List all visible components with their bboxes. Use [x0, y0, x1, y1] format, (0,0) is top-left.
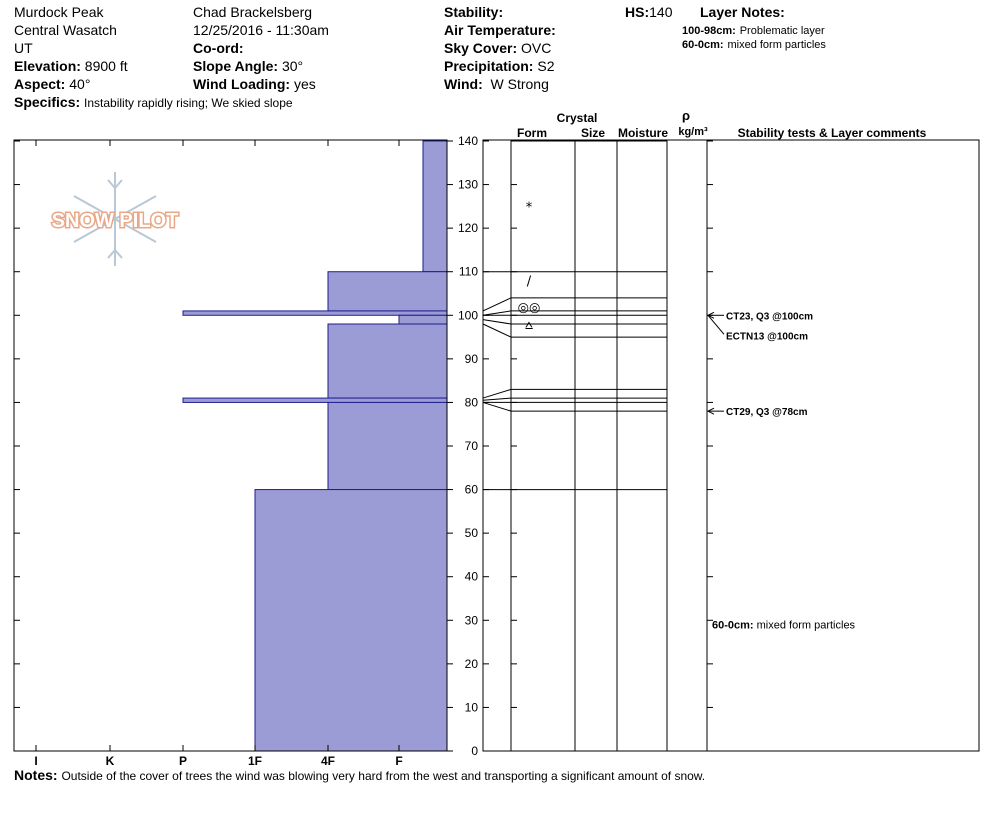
wind-loading-row: Wind Loading: yes: [193, 76, 316, 92]
aspect-row: Aspect: 40°: [14, 76, 91, 92]
notes-row: Notes: Outside of the cover of trees the…: [14, 767, 706, 783]
rho-header: ρ: [682, 108, 690, 123]
boundary-link-81: [482, 397, 512, 401]
logo-text: SNOW PILOT: [52, 210, 179, 232]
y-label-50: 50: [465, 526, 479, 540]
hs-row: HS:140: [625, 4, 673, 20]
x-label-I: I: [34, 754, 37, 768]
y-label-10: 10: [465, 700, 479, 714]
hardness-bars: [182, 140, 448, 752]
grain-form-3: ⩟: [525, 318, 533, 333]
boundary-link-98: [482, 319, 512, 325]
y-label-20: 20: [465, 657, 479, 671]
boundary-link-104: [482, 297, 512, 312]
layer-note-1: 100-98cm: Problematic layer: [682, 25, 825, 37]
y-label-70: 70: [465, 439, 479, 453]
x-label-4F: 4F: [321, 754, 335, 768]
range-name: Central Wasatch: [14, 22, 117, 38]
crystal-header: Crystal: [557, 111, 598, 125]
hardness-bar-5: [182, 397, 448, 403]
comment-arrows: [706, 311, 725, 415]
y-label-80: 80: [465, 395, 479, 409]
arrow-ectn13: [707, 314, 725, 335]
boundary-link-83: [482, 388, 512, 399]
comment-ct29: CT29, Q3 @78cm: [726, 407, 808, 418]
boundary-link-101: [482, 310, 512, 316]
y-label-30: 30: [465, 613, 479, 627]
grain-form-2: ◎◎: [518, 301, 541, 316]
elevation-row: Elevation: 8900 ft: [14, 58, 128, 74]
stability-header: Stability tests & Layer comments: [738, 126, 927, 140]
hardness-bar-2: [182, 310, 448, 316]
left-ticks: [14, 140, 20, 752]
x-label-K: K: [106, 754, 115, 768]
moisture-header: Moisture: [618, 126, 668, 140]
size-header: Size: [581, 126, 605, 140]
hardness-bar-6: [327, 401, 448, 491]
hardness-bar-4: [327, 323, 448, 399]
hardness-bar-0: [422, 140, 448, 273]
stability-label: Stability:: [444, 4, 504, 20]
y-label-120: 120: [458, 221, 478, 235]
air-temp-label: Air Temperature:: [444, 22, 556, 38]
boundary-link-78: [482, 401, 512, 412]
x-label-P: P: [179, 754, 187, 768]
y-label-40: 40: [465, 570, 479, 584]
layer-note-2: 60-0cm: mixed form particles: [682, 39, 826, 51]
comment-ectn13: ECTN13 @100cm: [726, 331, 808, 342]
grain-form-0: *: [526, 200, 533, 215]
y-label-90: 90: [465, 352, 479, 366]
svg-text:60-0cm: mixed form particles: 60-0cm: mixed form particles: [712, 620, 856, 632]
grain-forms: * / ◎◎ ⩟: [518, 200, 541, 333]
grain-form-1: /: [527, 274, 532, 289]
layer-table-frame: [482, 139, 980, 752]
observation-datetime: 12/25/2016 - 11:30am: [193, 22, 329, 38]
hardness-bar-7: [254, 489, 448, 752]
observer-name: Chad Brackelsberg: [193, 4, 313, 20]
arrow-head-1: [706, 407, 715, 415]
hardness-bar-1: [327, 271, 448, 312]
boundary-link-95: [482, 323, 512, 338]
coord-label: Co-ord:: [193, 40, 244, 56]
y-label-110: 110: [459, 265, 478, 279]
hardness-bar-3: [398, 314, 448, 325]
snowpilot-logo: SNOW PILOT: [50, 172, 180, 266]
layer-notes-label: Layer Notes:: [700, 4, 785, 20]
depth-y-axis: 0 10 20 30 40 50 60 70 80 90 100 110 120 130 140: [447, 134, 478, 758]
stability-comments: CT23, Q3 @100cm ECTN13 @100cm CT29, Q3 @…: [726, 311, 813, 418]
x-label-1F: 1F: [248, 754, 262, 768]
table-ticks: [483, 140, 713, 752]
y-label-140: 140: [458, 134, 478, 148]
x-label-F: F: [395, 754, 402, 768]
y-label-100: 100: [458, 308, 478, 322]
form-header: Form: [517, 126, 547, 140]
slope-row: Slope Angle: 30°: [193, 58, 304, 74]
y-label-60: 60: [465, 483, 479, 497]
column-headers: Crystal Form Size Moisture ρ kg/m³ Stabi…: [517, 108, 927, 140]
comment-ct23: CT23, Q3 @100cm: [726, 311, 813, 322]
layer-boundaries: [482, 140, 667, 752]
state-name: UT: [14, 40, 33, 56]
y-label-130: 130: [458, 178, 478, 192]
location-name: Murdock Peak: [14, 4, 104, 20]
wind-row: Wind: W Strong: [444, 76, 549, 92]
hardness-x-axis: I K P 1F 4F F: [34, 140, 403, 768]
arrow-head-0: [706, 311, 715, 319]
density-unit-header: kg/m³: [678, 126, 708, 138]
y-label-0: 0: [471, 744, 478, 758]
sky-row: Sky Cover: OVC: [444, 40, 552, 56]
layer-comment: 60-0cm: mixed form particles: [712, 620, 856, 632]
precip-row: Precipitation: S2: [444, 58, 555, 74]
specifics-row: Specifics: Instability rapidly rising; W…: [14, 94, 293, 110]
